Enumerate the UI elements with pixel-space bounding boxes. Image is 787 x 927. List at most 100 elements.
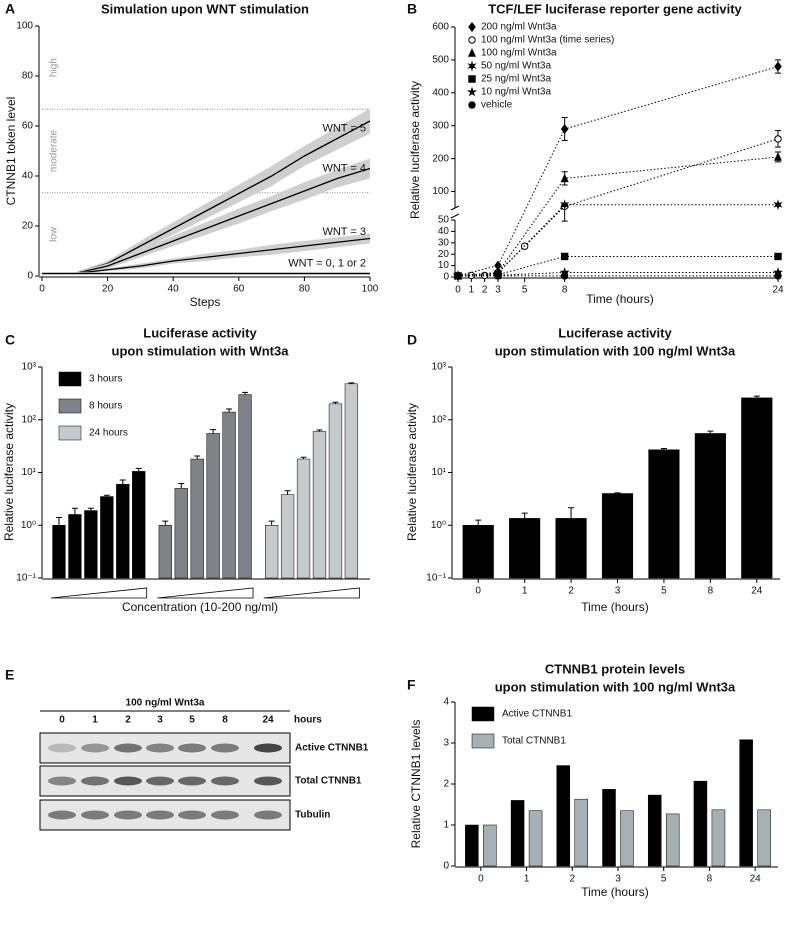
bar <box>344 383 359 579</box>
bar <box>555 518 587 579</box>
legend-label: 200 ng/ml Wnt3a <box>481 22 557 33</box>
error-bar <box>210 429 217 434</box>
y-tick-label: 40 <box>22 171 34 182</box>
panel-label: C <box>5 332 15 348</box>
chart-title: CTNNB1 protein levels <box>545 661 685 676</box>
blot-row-label: Total CTNNB1 <box>295 776 362 787</box>
blot-band <box>254 810 282 820</box>
bar <box>312 431 327 579</box>
bar <box>174 488 188 579</box>
legend-label: 25 ng/ml Wnt3a <box>481 74 551 85</box>
lane-label: 8 <box>222 715 228 726</box>
blot-band <box>114 776 142 786</box>
bar <box>465 824 479 867</box>
bar <box>647 794 662 867</box>
bar <box>265 525 279 579</box>
blot-row-label: Tubulin <box>295 810 330 821</box>
y-tick-label: 10³ <box>432 362 447 373</box>
line-label: WNT = 5 <box>322 122 366 134</box>
axis-break <box>450 205 460 211</box>
chart-title: Simulation upon WNT stimulation <box>101 1 309 16</box>
error-bar <box>316 429 323 432</box>
y-tick-label: 0 <box>27 271 33 282</box>
y-tick-label: 600 <box>432 22 449 33</box>
error-bar <box>194 455 201 460</box>
error-bar <box>614 492 621 494</box>
blot-band <box>114 810 142 820</box>
data-point <box>559 199 570 211</box>
y-tick-label: 200 <box>432 153 449 164</box>
error-bar <box>707 430 714 434</box>
error-band <box>42 233 370 275</box>
lane-label: 24 <box>262 715 274 726</box>
legend-swatch <box>58 371 82 387</box>
series-line <box>457 138 779 277</box>
error-bar <box>103 494 110 497</box>
blot-band <box>81 810 109 820</box>
legend-marker <box>468 101 476 109</box>
chart-title: TCF/LEF luciferase reporter gene activit… <box>488 1 742 16</box>
blot-band <box>178 776 206 786</box>
error-bar <box>300 456 307 460</box>
bar <box>328 403 343 579</box>
y-tick-label: 100 <box>16 21 33 32</box>
zone-label: high <box>49 58 60 77</box>
error-bar <box>242 391 249 395</box>
series-line <box>42 167 371 275</box>
y-axis-label: CTNNB1 token level <box>4 97 18 206</box>
y-tick-label: 500 <box>432 55 449 66</box>
y-tick-label: 100 <box>432 186 449 197</box>
y-axis-label: Relative CTNNB1 levels <box>409 720 423 849</box>
panel-label: D <box>407 332 417 348</box>
series-line <box>457 66 779 277</box>
bar <box>757 809 771 867</box>
x-tick-label: 0 <box>455 285 461 296</box>
lane-label: 5 <box>189 715 195 726</box>
lane-label: 2 <box>125 715 131 726</box>
blot-unit: hours <box>294 715 322 726</box>
error-bar <box>568 507 575 519</box>
blot-strip <box>39 732 291 764</box>
y-tick-label: 4 <box>443 697 449 708</box>
error-bar <box>178 482 185 489</box>
lane-label: 1 <box>92 715 98 726</box>
y-axis-label: Relative luciferase activity <box>2 403 16 541</box>
y-tick-label: 10 <box>438 260 450 271</box>
y-tick-label: 10⁻¹ <box>16 573 36 584</box>
x-tick-label: 0 <box>39 284 45 295</box>
concentration-ramp <box>50 587 148 599</box>
bar <box>238 394 252 579</box>
chart-title: upon stimulation with 100 ng/ml Wnt3a <box>495 679 736 694</box>
blot-band <box>178 743 206 753</box>
series-line <box>457 204 778 277</box>
x-tick-label: 2 <box>570 874 576 885</box>
y-tick-label: 80 <box>22 71 34 82</box>
y-tick-label: 10¹ <box>22 467 37 478</box>
error-bar <box>332 401 339 404</box>
legend-label: 24 hours <box>89 428 128 439</box>
data-point <box>560 173 569 183</box>
y-tick-label: 10² <box>22 414 37 425</box>
bar <box>132 471 146 579</box>
x-tick-label: 5 <box>661 874 667 885</box>
legend-swatch <box>471 733 495 749</box>
bar <box>296 458 311 579</box>
line-label: WNT = 4 <box>322 162 366 174</box>
bar <box>483 824 497 867</box>
chart-title: Luciferase activity <box>143 325 257 340</box>
error-bar <box>119 479 126 485</box>
x-tick-label: 8 <box>708 586 714 597</box>
legend-label: Active CTNNB1 <box>502 709 572 720</box>
line-label: WNT = 0, 1 or 2 <box>288 257 366 269</box>
blot-band <box>114 743 142 753</box>
bar <box>206 433 220 579</box>
legend-label: 3 hours <box>89 374 122 385</box>
bar <box>741 397 773 579</box>
x-tick-label: 3 <box>615 874 621 885</box>
x-tick-label: 24 <box>751 586 763 597</box>
chart-title: upon stimulation with 100 ng/ml Wnt3a <box>495 343 736 358</box>
bar <box>739 739 753 867</box>
legend-swatch <box>58 425 82 441</box>
concentration-ramp <box>263 587 360 599</box>
